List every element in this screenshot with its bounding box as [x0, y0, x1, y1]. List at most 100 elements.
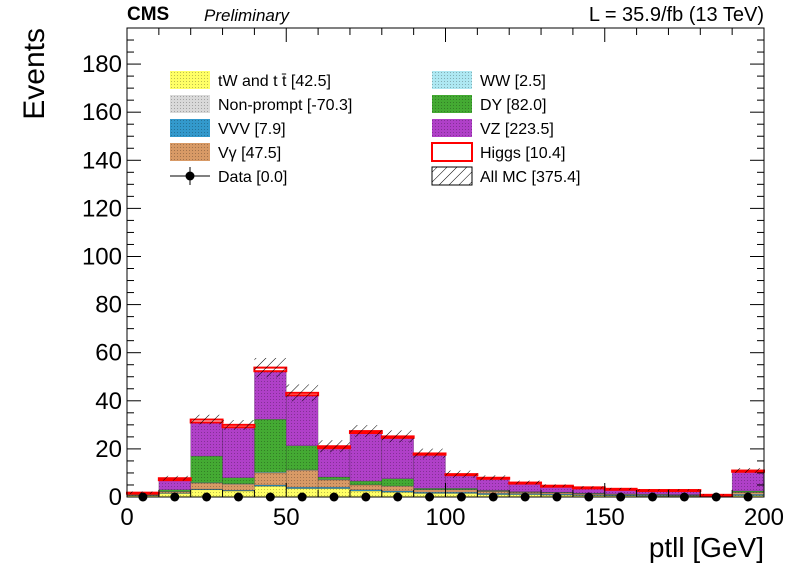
bar-texture-VZ-2	[190, 422, 223, 457]
bar-texture-VZ-3	[222, 427, 255, 478]
experiment-label: CMS	[127, 4, 169, 25]
bar-texture-Vgamma-6	[318, 479, 350, 488]
allmc-band-14	[572, 486, 605, 489]
y-tick-label-40: 40	[95, 388, 122, 415]
bar-texture-DY-10	[445, 488, 478, 490]
bar-texture-Vgamma-7	[349, 484, 382, 490]
bar-texture-Vgamma-4	[254, 472, 287, 485]
bar-texture-VVV-8	[381, 490, 414, 493]
bar-texture-VZ-1	[158, 480, 191, 490]
allmc-band-11	[477, 475, 510, 481]
allmc-band-16	[636, 489, 669, 491]
legend-label-VVV: VVV [7.9]	[218, 121, 286, 138]
bar-texture-DY-9	[413, 488, 446, 490]
allmc-band-7	[349, 425, 382, 438]
bar-texture-VZ-12	[509, 483, 542, 492]
bar-texture-DY-19	[732, 490, 764, 493]
y-tick-label-180: 180	[82, 51, 122, 78]
allmc-band-19	[732, 468, 764, 473]
bar-texture-VZ-16	[636, 490, 669, 495]
bar-texture-Vgamma-11	[477, 491, 510, 494]
bar-texture-Vgamma-8	[381, 486, 414, 491]
bar-texture-VZ-6	[318, 448, 350, 478]
allmc-band-12	[509, 480, 542, 485]
bar-texture-Vgamma-3	[222, 484, 255, 491]
bar-texture-VVV-7	[349, 489, 382, 491]
allmc-band-5	[286, 384, 319, 402]
allmc-band-3	[222, 420, 255, 430]
lumi-label: L = 35.9/fb (13 TeV)	[589, 4, 764, 26]
status-label: Preliminary	[204, 6, 291, 25]
allmc-band-4	[254, 357, 287, 378]
bar-texture-VZ-13	[541, 486, 573, 493]
legend-entry-DY: DY [82.0]	[432, 95, 546, 114]
data-points	[138, 492, 753, 502]
bar-texture-VZ-15	[604, 489, 637, 494]
bar-texture-DY-2	[190, 456, 223, 483]
legend-label-Higgs: Higgs [10.4]	[480, 145, 565, 162]
bar-texture-VZ-5	[286, 395, 319, 446]
bar-texture-DY-5	[286, 445, 319, 470]
bar-texture-Vgamma-1	[158, 491, 191, 493]
bar-texture-VVV-5	[286, 487, 319, 489]
bar-texture-Vgamma-2	[190, 483, 223, 490]
legend-entry-Vgamma: Vγ [47.5]	[170, 143, 281, 162]
bar-texture-tW-4	[254, 486, 287, 497]
legend-entry-allmc: All MC [375.4]	[431, 166, 580, 186]
x-tick-label-0: 0	[120, 504, 133, 531]
legend-entry-WW: WW [2.5]	[432, 71, 546, 90]
bar-texture-VVV-6	[318, 487, 350, 489]
legend-label-WW: WW [2.5]	[480, 73, 546, 90]
bar-texture-DY-11	[477, 490, 510, 492]
bar-texture-VZ-11	[477, 478, 510, 491]
allmc-band-6	[318, 440, 350, 453]
legend-entry-VZ: VZ [223.5]	[432, 119, 554, 138]
bar-texture-VZ-10	[445, 475, 478, 489]
bar-texture-VZ-9	[413, 454, 446, 489]
y-tick-label-160: 160	[82, 99, 122, 126]
legend-entry-VVV: VVV [7.9]	[170, 119, 286, 138]
legend-label-VZ: VZ [223.5]	[480, 121, 554, 138]
bar-texture-VZ-8	[381, 437, 414, 479]
bar-texture-WW-4	[254, 472, 287, 473]
allmc-band-15	[604, 487, 637, 490]
allmc-band-17	[668, 489, 701, 491]
legend-label-DY: DY [82.0]	[480, 97, 546, 114]
legend-label-data: Data [0.0]	[218, 169, 287, 186]
allmc-band-1	[158, 475, 191, 481]
overlay-layer	[126, 357, 766, 497]
legend-entry-Higgs: Higgs [10.4]	[431, 142, 565, 162]
bar-texture-VZ-19	[732, 471, 764, 491]
x-axis-title: ptll [GeV]	[649, 532, 764, 563]
y-tick-label-120: 120	[82, 195, 122, 222]
legend-label-tW: tW and t t̄ [42.5]	[218, 73, 331, 90]
y-tick-label-100: 100	[82, 243, 122, 270]
bar-texture-Vgamma-9	[413, 489, 446, 493]
bar-texture-Vgamma-5	[286, 470, 319, 488]
bar-texture-VZ-17	[668, 490, 701, 495]
y-axis-title: Events	[18, 28, 51, 120]
legend-entry-nonprompt: Non-prompt [-70.3]	[170, 95, 352, 114]
y-tick-label-20: 20	[95, 436, 122, 463]
allmc-band-9	[413, 448, 446, 459]
bar-texture-VVV-2	[190, 489, 223, 490]
legend-label-Vgamma: Vγ [47.5]	[218, 145, 281, 162]
bar-texture-DY-4	[254, 419, 287, 473]
bar-texture-VZ-7	[349, 433, 382, 482]
legend: tW and t t̄ [42.5] WW [2.5] Non-prompt [-7…	[170, 71, 580, 186]
bar-texture-DY-6	[318, 477, 350, 480]
y-tick-label-60: 60	[95, 340, 122, 367]
bar-texture-VVV-3	[222, 490, 255, 491]
y-tick-label-80: 80	[95, 292, 122, 319]
bar-texture-VZ-4	[254, 371, 287, 420]
y-tick-label-140: 140	[82, 147, 122, 174]
axis-ticks: 0 50 100 150 200 0 20 40 60 80 100 120 140 160 180	[82, 27, 784, 531]
allmc-band-10	[445, 470, 478, 478]
legend-entry-data: Data [0.0]	[170, 167, 287, 186]
bar-texture-VVV-4	[254, 484, 287, 487]
stacked-histogram	[126, 370, 765, 498]
allmc-band-2	[190, 414, 223, 425]
x-tick-label-50: 50	[273, 504, 300, 531]
bar-texture-DY-3	[222, 477, 255, 484]
